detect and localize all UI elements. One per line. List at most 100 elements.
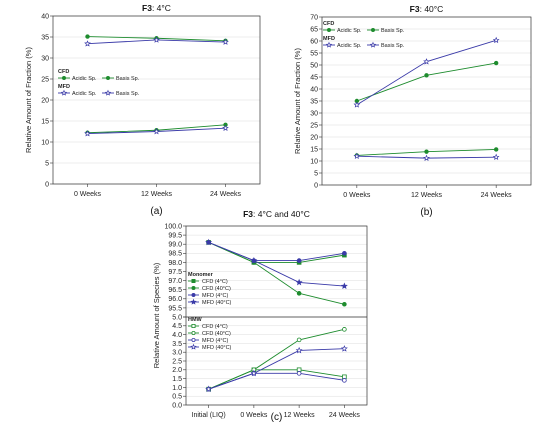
y-axis-label: Relative Amount of Species (%) — [152, 262, 161, 368]
data-point — [222, 38, 229, 45]
series-line — [208, 328, 345, 390]
y-tick-label: 40 — [41, 13, 49, 20]
y-tick-label: 2.5 — [172, 358, 182, 365]
data-point — [340, 345, 348, 352]
y-tick-label: 4.5 — [172, 323, 182, 330]
x-tick-label: 12 Weeks — [141, 191, 172, 198]
legend-item-label: Acidic Sp. — [72, 76, 97, 82]
chart-panel-1: 0 5 10 15 20 25 30 35 40 45 50 55 60 65 70 0 Weeks 12 We… — [293, 14, 532, 218]
legend-item-label: MFD (40°C) — [202, 345, 232, 351]
series-line — [208, 348, 345, 390]
y-axis-label: Relative Amount of Fraction (%) — [293, 48, 302, 154]
data-point — [493, 147, 499, 152]
x-tick-label: 0 Weeks — [240, 412, 268, 419]
y-tick-label: 0.0 — [172, 402, 182, 409]
y-tick-label: 0.5 — [172, 394, 182, 401]
chart-panel-2: 95.5 96.0 96.5 97.0 97.5 98.0 98.5 99.0 99.5 100.… — [152, 223, 368, 423]
data-point — [342, 251, 347, 256]
y-tick-label: 10 — [41, 139, 49, 146]
data-point — [340, 282, 348, 289]
data-point — [353, 101, 361, 108]
legend-swatch-marker — [369, 41, 377, 48]
data-point — [85, 34, 90, 39]
y-tick-label: 95.5 — [168, 305, 182, 312]
legend-item-label: CFD (4°C) — [202, 279, 228, 285]
legend-item-label: MFD (40°C) — [202, 300, 232, 306]
x-tick-label: 24 Weeks — [210, 191, 241, 198]
legend-swatch-marker — [191, 323, 196, 328]
y-tick-label: 50 — [310, 62, 318, 69]
legend-item-label: Acidic Sp. — [337, 28, 362, 34]
y-tick-label: 4.0 — [172, 332, 182, 339]
legend-swatch-marker — [191, 337, 196, 342]
legend-group-title: MFD — [323, 36, 335, 42]
data-point — [250, 369, 258, 377]
legend-item-label: CFD (40°C) — [202, 331, 231, 337]
legend-swatch-marker — [104, 89, 112, 96]
legend-swatch-marker — [191, 292, 196, 297]
data-point — [424, 149, 429, 154]
y-tick-label: 100.0 — [164, 223, 182, 230]
y-tick-label: 99.5 — [168, 233, 182, 240]
series-line — [208, 241, 345, 287]
plot-frame — [185, 225, 368, 406]
data-point — [296, 291, 302, 296]
data-point — [153, 127, 160, 135]
y-tick-label: 0 — [45, 181, 49, 188]
panel-label: (b) — [420, 207, 432, 218]
x-tick-label: Initial (LIQ) — [192, 412, 226, 419]
data-point — [295, 278, 303, 286]
data-point — [250, 256, 258, 264]
y-tick-label: 1.0 — [172, 385, 182, 392]
data-point — [296, 371, 302, 376]
legend-item-label: MFD (4°C) — [202, 338, 229, 344]
legend-item-label: CFD (40°C) — [202, 286, 231, 292]
data-point — [205, 385, 213, 393]
data-point — [342, 327, 347, 332]
legend-group-title: CFD — [58, 69, 69, 75]
legend-swatch-marker — [106, 76, 111, 81]
x-tick-label: 24 Weeks — [481, 192, 512, 199]
y-tick-label: 20 — [310, 134, 318, 141]
panel-title: F3: 40°C — [410, 4, 444, 14]
y-tick-label: 30 — [310, 110, 318, 117]
data-point — [153, 36, 160, 43]
legend-swatch-marker — [370, 27, 375, 32]
data-point — [296, 337, 302, 343]
series-line — [208, 241, 345, 305]
legend-swatch-marker — [190, 298, 197, 305]
data-point — [342, 378, 347, 383]
panel-label: (c) — [271, 412, 283, 423]
y-tick-label: 1.5 — [172, 376, 182, 383]
data-point — [493, 60, 499, 66]
y-tick-label: 35 — [41, 34, 49, 41]
panel-title-bold: F3 — [243, 209, 253, 219]
data-point — [492, 153, 500, 160]
panel-title: F3: 4°C and 40°C — [243, 209, 310, 219]
legend-item-label: Basis Sp. — [381, 28, 405, 34]
y-tick-label: 96.5 — [168, 287, 182, 294]
legend-swatch-marker — [191, 285, 196, 290]
y-tick-label: 99.0 — [168, 242, 182, 249]
y-tick-label: 5 — [45, 160, 49, 167]
y-tick-label: 20 — [41, 97, 49, 104]
data-point — [423, 154, 430, 161]
panel-title-rest: : 40°C — [420, 4, 444, 14]
legend-group-title: HMW — [188, 317, 203, 323]
legend-item-label: Acidic Sp. — [337, 43, 362, 49]
data-point — [492, 36, 500, 44]
legend-item-label: Acidic Sp. — [72, 91, 97, 97]
y-tick-label: 0 — [314, 182, 318, 189]
data-point — [424, 73, 429, 78]
data-point — [342, 301, 347, 307]
y-tick-label: 25 — [310, 122, 318, 129]
y-tick-label: 97.0 — [168, 278, 182, 285]
y-tick-label: 70 — [310, 14, 318, 21]
y-tick-label: 60 — [310, 38, 318, 45]
legend-item-label: MFD (4°C) — [202, 293, 229, 299]
y-tick-label: 3.0 — [172, 350, 182, 357]
panel-title-rest: : 4°C — [152, 3, 171, 13]
data-point — [423, 58, 430, 65]
x-tick-label: 12 Weeks — [411, 192, 442, 199]
